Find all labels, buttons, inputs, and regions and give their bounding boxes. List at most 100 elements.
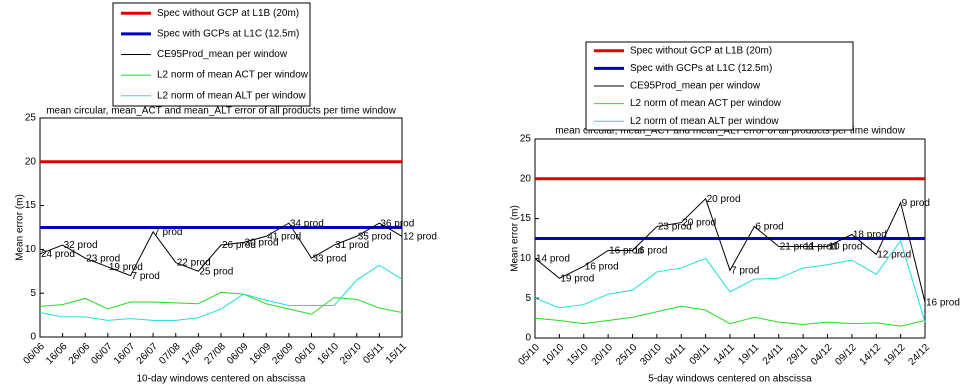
y-tick-label: 15 (520, 213, 532, 224)
point-label: 35 prod (358, 231, 392, 242)
y-tick-label: 20 (25, 156, 37, 167)
y-tick-label: 20 (520, 173, 532, 184)
point-label: 20 prod (682, 218, 716, 229)
chart-title: mean circular, mean_ACT and mean_ALT err… (555, 126, 905, 137)
point-label: 19 prod (560, 273, 594, 284)
point-label: 16 prod (926, 297, 960, 308)
point-label: 23 prod (86, 253, 120, 264)
legend-label: Spec with GCPs at L1C (12.5m) (157, 29, 299, 40)
point-label: 24 prod (41, 249, 75, 260)
legend-label: Spec without GCP at L1B (20m) (630, 45, 772, 56)
x-tick-label: 07/08 (157, 341, 183, 367)
x-tick-label: 06/06 (22, 341, 48, 367)
point-label: 14 prod (536, 254, 570, 265)
x-tick-label: 24/12 (907, 342, 933, 368)
point-label: 33 prod (313, 253, 347, 264)
x-tick-label: 09/12 (833, 342, 859, 368)
legend-label: L2 norm of mean ALT per window (157, 90, 306, 101)
y-tick-label: 5 (525, 293, 531, 304)
series-line (534, 197, 926, 303)
y-tick-label: 10 (520, 253, 532, 264)
point-label: 21 prod (780, 242, 814, 253)
point-label: 34 prod (290, 218, 324, 229)
point-label: 16 prod (634, 246, 668, 257)
x-axis-label: 5-day windows centered on abscissa (648, 374, 812, 385)
point-label: 36 prod (380, 218, 414, 229)
point-label: 31 prod (335, 240, 369, 251)
x-tick-label: 15/10 (565, 342, 591, 368)
x-tick-label: 04/12 (809, 342, 835, 368)
series-line (534, 239, 926, 323)
x-tick-label: 15/11 (384, 341, 409, 366)
x-tick-label: 24/11 (761, 342, 786, 367)
point-label: 23 prod (658, 222, 692, 233)
legend-label: Spec with GCPs at L1C (12.5m) (630, 63, 772, 74)
x-tick-label: 25/10 (614, 342, 640, 368)
point-label: 6 prod (755, 222, 783, 233)
point-label: 7 prod (154, 227, 182, 238)
series-line (534, 305, 926, 327)
point-label: 9 prod (902, 198, 930, 209)
point-label: 10 prod (829, 242, 863, 253)
point-label: 20 prod (707, 194, 741, 205)
x-tick-label: 26/06 (67, 341, 93, 367)
point-label: 32 prod (64, 240, 98, 251)
y-axis-label: Mean error (m) (15, 194, 26, 261)
legend (585, 41, 854, 131)
legend-label: L2 norm of mean ACT per window (630, 98, 782, 109)
chart-title: mean circular, mean_ACT and mean_ALT err… (46, 106, 396, 117)
point-label: 22 prod (177, 258, 211, 269)
y-tick-label: 0 (30, 332, 36, 343)
x-tick-label: 14/11 (712, 342, 737, 367)
x-tick-label: 16/07 (112, 341, 138, 367)
series-line (39, 222, 403, 277)
x-tick-label: 29/11 (785, 342, 810, 367)
point-label: 16 prod (609, 246, 643, 257)
x-tick-label: 19/12 (882, 342, 908, 368)
x-tick-label: 06/10 (293, 341, 319, 367)
x-tick-label: 19/11 (736, 342, 761, 367)
x-tick-label: 04/11 (663, 342, 688, 367)
point-label: 25 prod (199, 266, 233, 277)
point-label: 11 prod (804, 242, 837, 253)
x-tick-label: 26/09 (270, 341, 296, 367)
x-tick-label: 20/10 (590, 342, 616, 368)
x-tick-label: 06/07 (89, 341, 115, 367)
y-tick-label: 25 (25, 113, 37, 124)
y-axis-label: Mean error (m) (510, 205, 521, 272)
x-tick-label: 26/07 (135, 341, 161, 367)
point-label: 12 prod (403, 231, 437, 242)
point-label: 26 prod (222, 240, 256, 251)
x-tick-label: 14/12 (858, 342, 884, 368)
y-tick-label: 25 (520, 134, 532, 145)
legend-label: CE95Prod_mean per window (630, 81, 761, 92)
y-tick-label: 15 (25, 200, 37, 211)
x-tick-label: 16/06 (44, 341, 70, 367)
x-tick-label: 06/09 (225, 341, 251, 367)
x-tick-label: 27/08 (203, 341, 229, 367)
point-label: 41 prod (267, 231, 301, 242)
x-tick-label: 05/11 (361, 341, 386, 366)
point-label: 16 prod (585, 262, 619, 273)
series-line (39, 264, 403, 321)
point-label: 7 prod (731, 265, 759, 276)
x-tick-label: 09/11 (688, 342, 713, 367)
legend-label: L2 norm of mean ALT per window (630, 116, 779, 127)
x-tick-label: 26/10 (338, 341, 364, 367)
point-label: 7 prod (132, 271, 160, 282)
x-tick-label: 30/10 (638, 342, 664, 368)
y-tick-label: 10 (25, 244, 37, 255)
point-label: 30 prod (245, 238, 279, 249)
x-tick-label: 05/10 (517, 342, 543, 368)
x-tick-label: 10/10 (541, 342, 567, 368)
legend (112, 2, 311, 107)
legend-label: CE95Prod_mean per window (157, 49, 288, 60)
y-tick-label: 5 (30, 288, 36, 299)
point-label: 18 prod (853, 230, 887, 241)
legend-label: L2 norm of mean ACT per window (157, 70, 309, 81)
x-tick-label: 17/08 (180, 341, 206, 367)
series-line (39, 291, 403, 315)
y-tick-label: 0 (525, 333, 531, 344)
point-label: 12 prod (877, 250, 911, 261)
